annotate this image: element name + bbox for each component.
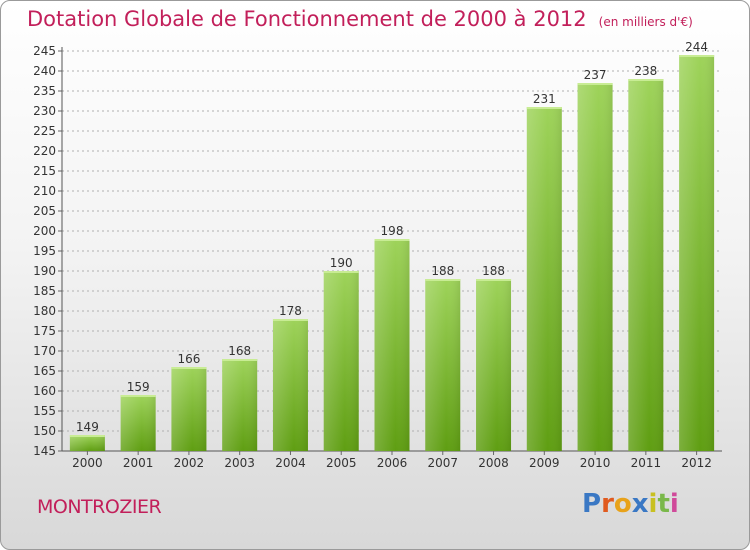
bar-shade xyxy=(476,279,512,451)
y-tick-label: 185 xyxy=(33,284,56,298)
bar-shade xyxy=(526,107,562,451)
bar-shade xyxy=(120,395,156,451)
bar-top-highlight xyxy=(577,83,613,85)
x-tick-label: 2010 xyxy=(580,456,611,470)
y-tick-label: 145 xyxy=(33,444,56,458)
bar-shade xyxy=(577,83,613,451)
bar-shade xyxy=(323,271,359,451)
x-tick-label: 2005 xyxy=(326,456,357,470)
bar-top-highlight xyxy=(374,239,410,241)
data-label: 149 xyxy=(76,420,99,434)
y-tick-label: 155 xyxy=(33,404,56,418)
data-label: 237 xyxy=(584,68,607,82)
data-label: 159 xyxy=(127,380,150,394)
bar-top-highlight xyxy=(222,359,258,361)
data-label: 168 xyxy=(228,344,251,358)
bars xyxy=(69,55,715,451)
y-tick-label: 190 xyxy=(33,264,56,278)
data-label: 190 xyxy=(330,256,353,270)
bar-top-highlight xyxy=(120,395,156,397)
bar-shade xyxy=(425,279,461,451)
logo-letter: x xyxy=(631,489,649,519)
bar-top-highlight xyxy=(69,435,105,437)
y-tick-label: 205 xyxy=(33,204,56,218)
bar-top-highlight xyxy=(272,319,308,321)
chart-title-block: Dotation Globale de Fonctionnement de 20… xyxy=(27,7,693,31)
data-label: 188 xyxy=(482,264,505,278)
x-tick-label: 2004 xyxy=(275,456,306,470)
logo-letter: i xyxy=(669,489,679,519)
bar-shade xyxy=(679,55,715,451)
logo-letter: r xyxy=(601,489,614,519)
y-tick-label: 200 xyxy=(33,224,56,238)
y-tick-labels: 145 150 155 160 165 170 175 180 185 190 195 200 205 2… xyxy=(33,44,56,458)
y-tick-label: 160 xyxy=(33,384,56,398)
y-tick-label: 150 xyxy=(33,424,56,438)
bar-top-highlight xyxy=(425,279,461,281)
x-tick-label: 2009 xyxy=(529,456,560,470)
x-tick-label: 2007 xyxy=(427,456,458,470)
x-tick-label: 2012 xyxy=(681,456,712,470)
y-tick-label: 195 xyxy=(33,244,56,258)
y-tick-label: 165 xyxy=(33,364,56,378)
bar-shade xyxy=(272,319,308,451)
y-tick-label: 230 xyxy=(33,104,56,118)
x-tick-label: 2011 xyxy=(631,456,662,470)
y-tick-label: 245 xyxy=(33,44,56,58)
x-tick-labels: 2000 2001 2002 2003 2004 2005 2006 2007 2008 2009… xyxy=(72,451,712,470)
bar-top-highlight xyxy=(171,367,207,369)
proxiti-logo: Proxiti xyxy=(582,489,679,519)
y-tick-label: 220 xyxy=(33,144,56,158)
bar-shade xyxy=(171,367,207,451)
bar-top-highlight xyxy=(679,55,715,57)
y-tick-label: 215 xyxy=(33,164,56,178)
data-label: 231 xyxy=(533,92,556,106)
y-tick-label: 225 xyxy=(33,124,56,138)
logo-letter: i xyxy=(648,489,658,519)
data-label: 166 xyxy=(177,352,200,366)
x-tick-label: 2003 xyxy=(224,456,255,470)
x-tick-label: 2002 xyxy=(174,456,205,470)
data-label: 178 xyxy=(279,304,302,318)
bar-shade xyxy=(222,359,258,451)
bar-top-highlight xyxy=(628,79,664,81)
data-labels: 149 159 166 168 178 190 198 188 188 231 237 238 244 xyxy=(76,40,708,434)
x-tick-label: 2000 xyxy=(72,456,103,470)
bar-shade xyxy=(628,79,664,451)
data-label: 244 xyxy=(685,40,708,54)
logo-letter: o xyxy=(613,489,632,519)
y-tick-label: 240 xyxy=(33,64,56,78)
data-label: 188 xyxy=(431,264,454,278)
x-tick-label: 2001 xyxy=(123,456,154,470)
y-tick-label: 235 xyxy=(33,84,56,98)
y-tick-label: 180 xyxy=(33,304,56,318)
logo-letter: P xyxy=(582,489,602,519)
bar-top-highlight xyxy=(476,279,512,281)
commune-name: MONTROZIER xyxy=(37,496,162,518)
chart-title: Dotation Globale de Fonctionnement de 20… xyxy=(27,7,587,31)
data-label: 198 xyxy=(381,224,404,238)
bar-top-highlight xyxy=(323,271,359,273)
x-tick-label: 2008 xyxy=(478,456,509,470)
logo-letter: t xyxy=(657,489,670,519)
bar-shade xyxy=(374,239,410,451)
unit-note: (en milliers d'€) xyxy=(598,15,693,29)
y-tick-label: 175 xyxy=(33,324,56,338)
y-tick-label: 170 xyxy=(33,344,56,358)
x-tick-label: 2006 xyxy=(377,456,408,470)
bar-top-highlight xyxy=(526,107,562,109)
y-tick-label: 210 xyxy=(33,184,56,198)
bar-shade xyxy=(69,435,105,451)
data-label: 238 xyxy=(634,64,657,78)
